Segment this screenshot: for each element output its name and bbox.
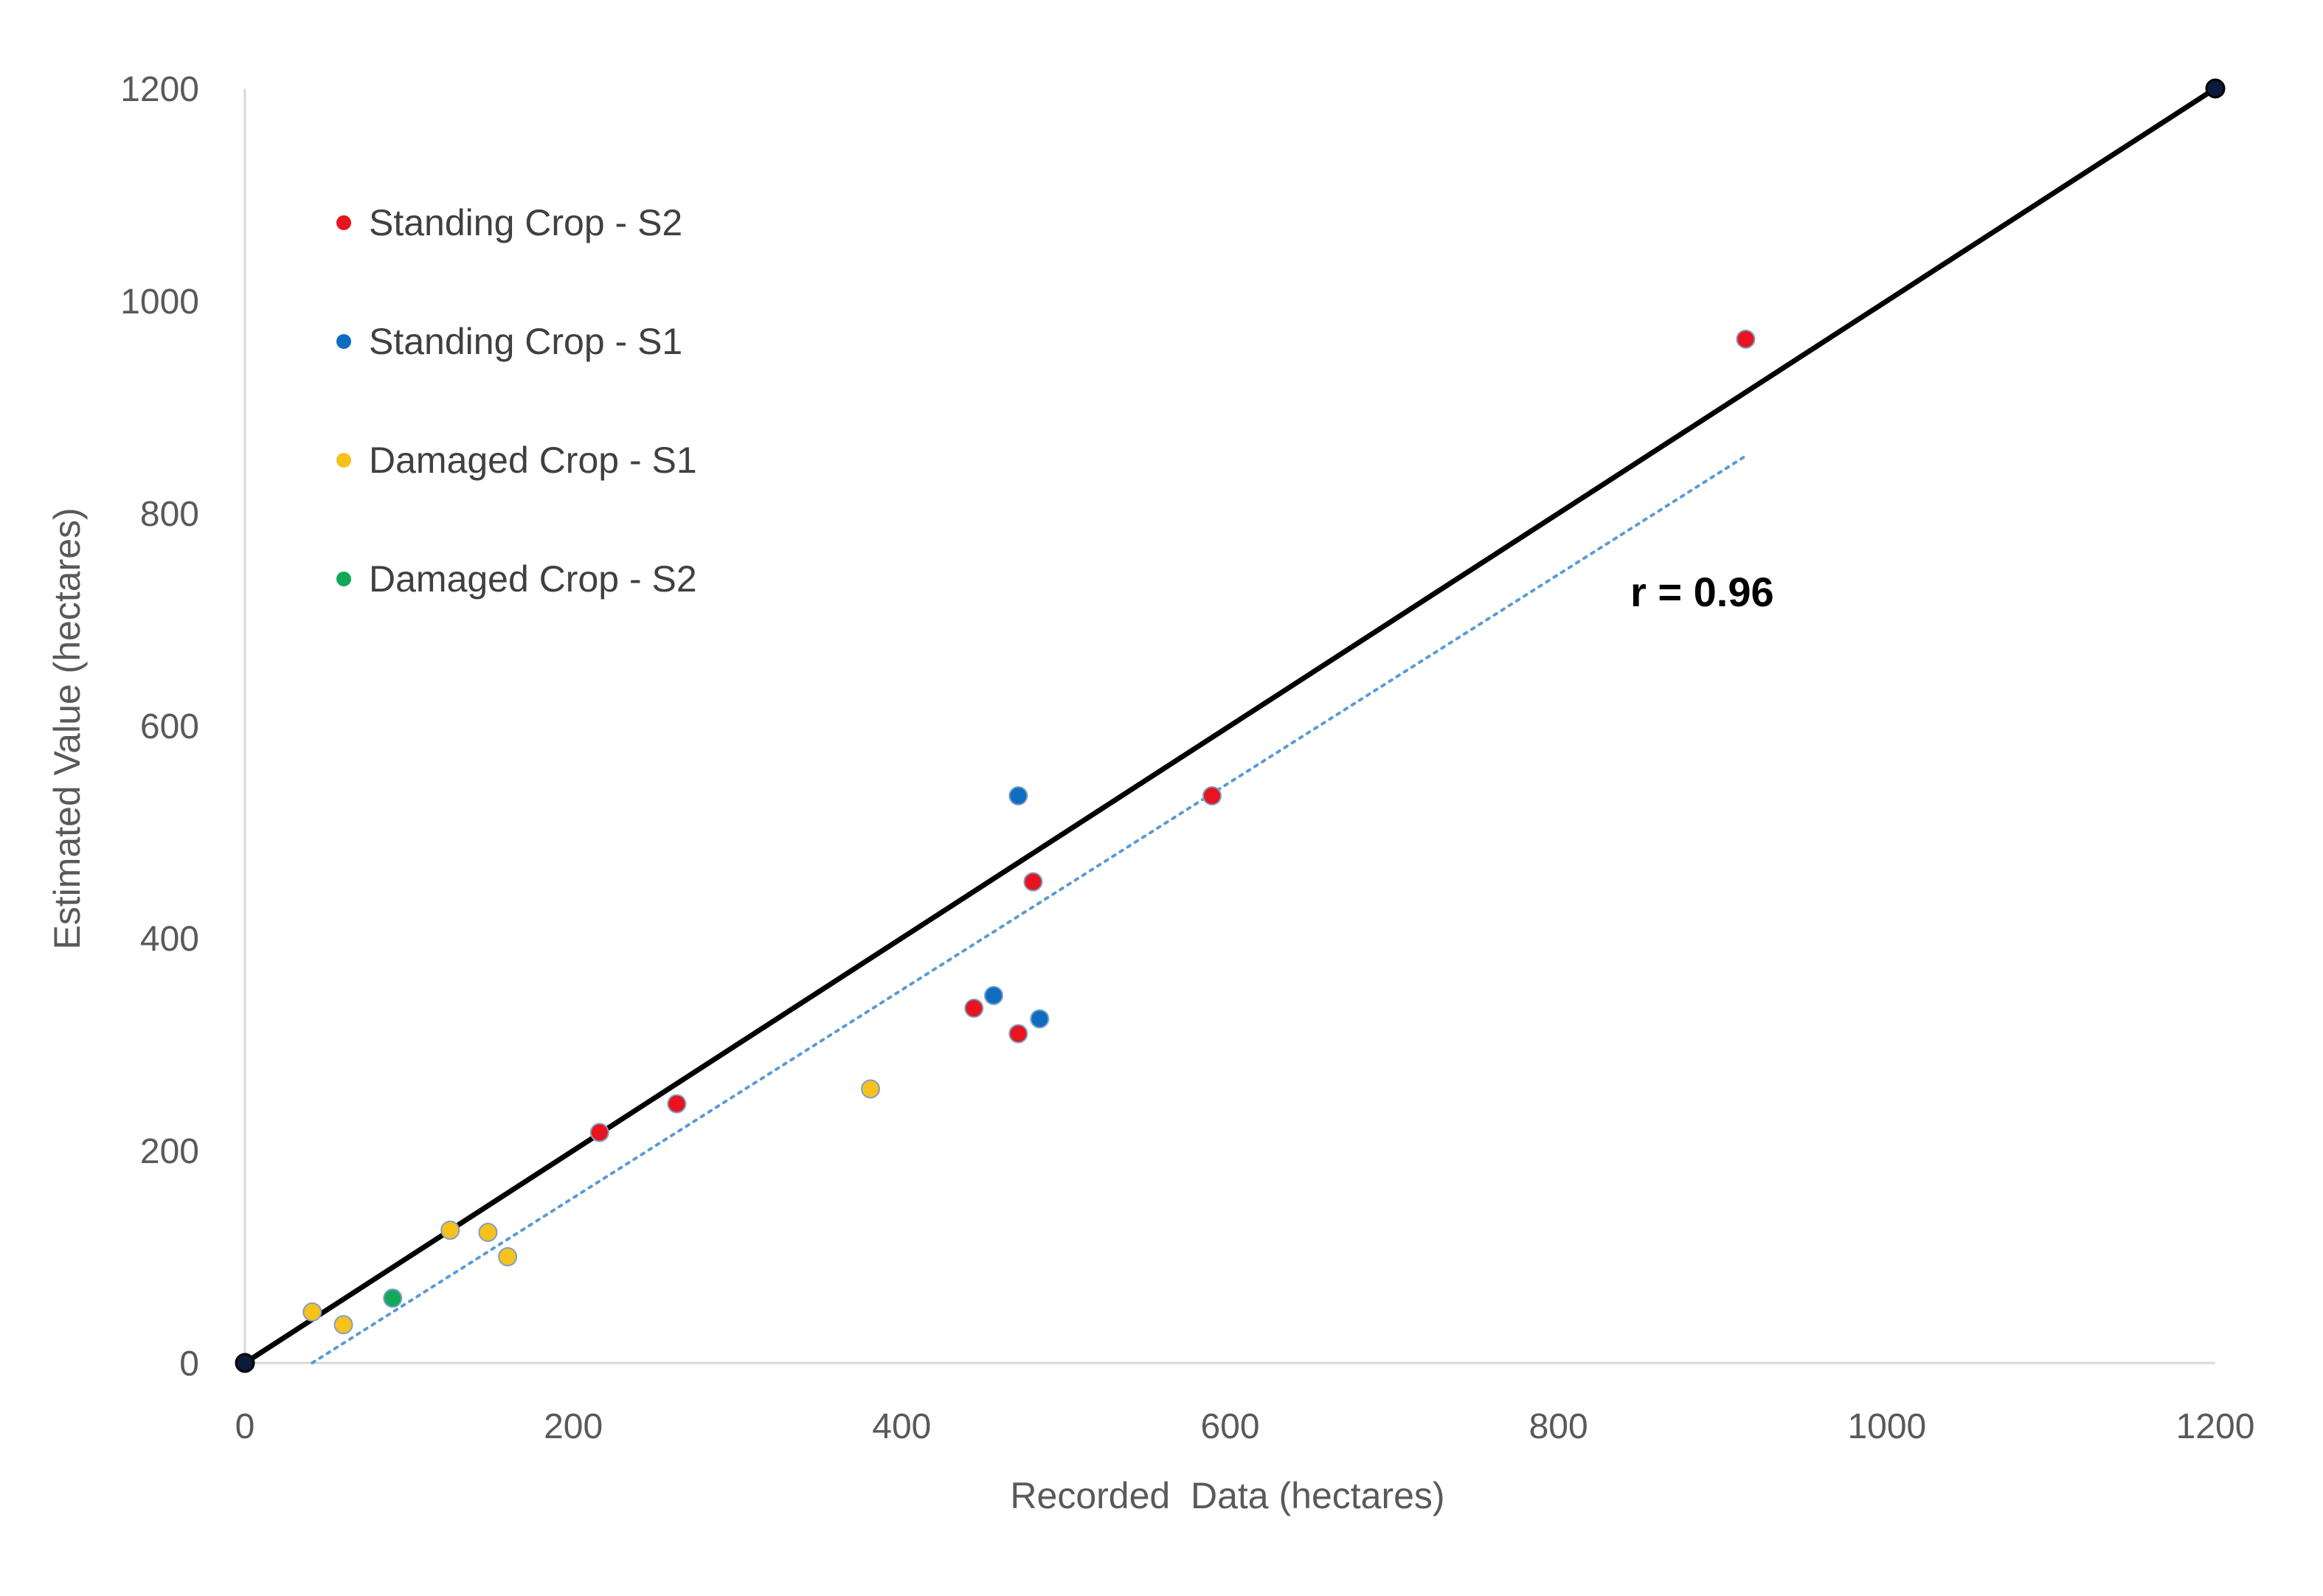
- data-point: [333, 1315, 353, 1335]
- y-axis: 0 200 400 600 800 1000 1200: [120, 70, 246, 1384]
- legend-label: Damaged Crop - S2: [369, 558, 697, 600]
- legend-marker: [336, 453, 351, 468]
- y-tick-label: 200: [140, 1132, 199, 1171]
- y-tick-label: 800: [140, 495, 199, 534]
- x-axis: 0 200 400 600 800 1000 1200: [235, 1361, 2255, 1446]
- trend-line: [311, 454, 1748, 1364]
- data-point: [861, 1079, 881, 1099]
- data-point: [478, 1222, 498, 1242]
- x-tick-label: 800: [1529, 1407, 1588, 1446]
- data-point: [1008, 1024, 1028, 1044]
- y-tick-labels: 0 200 400 600 800 1000 1200: [120, 70, 199, 1384]
- y-axis-title: Estimated Value (hectares): [46, 507, 88, 949]
- data-point: [1023, 872, 1043, 892]
- x-tick-label: 200: [544, 1407, 603, 1446]
- data-point: [667, 1094, 687, 1114]
- legend-label: Standing Crop - S1: [369, 321, 682, 362]
- x-tick-label: 1000: [1847, 1407, 1926, 1446]
- legend-marker: [336, 334, 351, 349]
- x-tick-label: 600: [1200, 1407, 1259, 1446]
- legend: Standing Crop - S2 Standing Crop - S1 Dama…: [336, 202, 697, 600]
- data-point: [302, 1302, 322, 1322]
- data-point: [440, 1221, 460, 1240]
- data-point: [983, 985, 1003, 1005]
- reference-endpoint: [235, 1353, 255, 1373]
- y-tick-label: 600: [140, 707, 199, 746]
- legend-label: Damaged Crop - S1: [369, 440, 697, 481]
- reference-line: [243, 86, 2217, 1365]
- y-tick-label: 400: [140, 920, 199, 959]
- reference-endpoint: [2205, 78, 2226, 99]
- x-tick-labels: 0 200 400 600 800 1000 1200: [235, 1407, 2255, 1446]
- data-point: [589, 1123, 609, 1142]
- y-tick-label: 1200: [120, 70, 199, 109]
- data-point: [1008, 786, 1028, 806]
- data-point: [383, 1288, 403, 1308]
- x-axis-title: Recorded Data (hectares): [1010, 1475, 1444, 1516]
- data-point: [964, 999, 984, 1019]
- y-tick-label: 0: [179, 1345, 199, 1384]
- x-tick-label: 1200: [2176, 1407, 2255, 1446]
- legend-marker: [336, 572, 351, 586]
- x-tick-label: 400: [872, 1407, 931, 1446]
- data-point: [1736, 329, 1756, 349]
- data-points: [235, 78, 2226, 1373]
- legend-marker: [336, 215, 351, 230]
- legend-label: Standing Crop - S2: [369, 202, 682, 243]
- data-point: [1030, 1009, 1050, 1029]
- data-point: [1202, 786, 1222, 806]
- x-tick-label: 0: [235, 1407, 255, 1446]
- data-point: [498, 1247, 518, 1266]
- y-tick-label: 1000: [120, 282, 199, 322]
- correlation-annotation: r = 0.96: [1630, 569, 1774, 615]
